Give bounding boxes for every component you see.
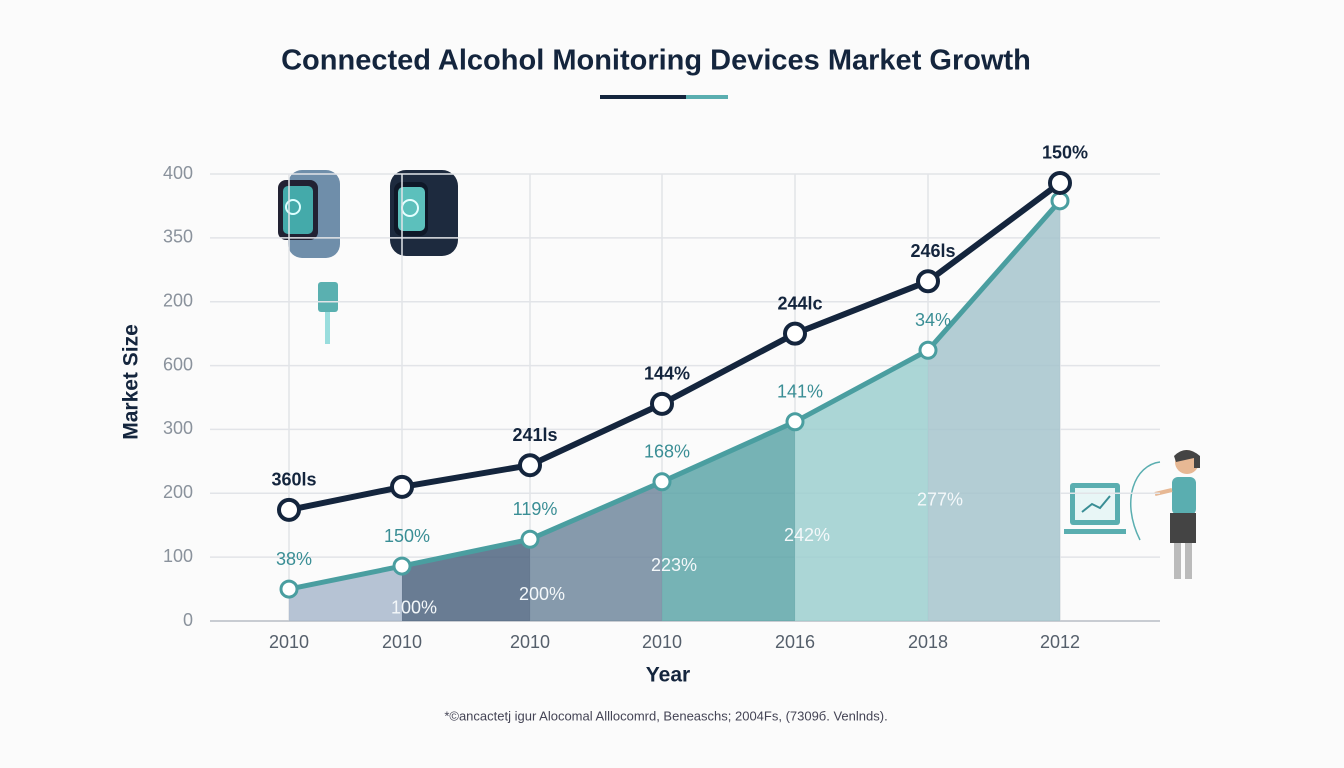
x-tick-label: 2016	[775, 632, 815, 652]
x-tick-label: 2012	[1040, 632, 1080, 652]
data-point	[783, 321, 807, 346]
y-tick-label: 400	[163, 163, 193, 183]
point-label: 38%	[276, 549, 312, 569]
y-tick-label: 600	[163, 354, 193, 374]
data-point	[518, 453, 542, 478]
point-label: 168%	[644, 442, 690, 462]
data-point	[918, 340, 938, 360]
y-tick-label: 300	[163, 418, 193, 438]
x-tick-label: 2010	[382, 632, 422, 652]
area-label: 223%	[651, 555, 697, 575]
point-label: 150%	[1042, 143, 1088, 163]
data-point	[520, 529, 540, 549]
y-tick-label: 100	[163, 546, 193, 566]
x-axis-label: Year	[646, 664, 690, 687]
area-label: 100%	[391, 597, 437, 617]
point-label: 241ls	[512, 425, 557, 445]
x-tick-label: 2010	[269, 632, 309, 652]
y-tick-label: 200	[163, 290, 193, 310]
data-point	[650, 391, 674, 416]
point-label: 144%	[644, 364, 690, 384]
data-point	[392, 556, 412, 576]
area-label: 200%	[519, 584, 565, 604]
area-label: 277%	[917, 489, 963, 509]
x-tick-label: 2018	[908, 632, 948, 652]
area-segment	[795, 350, 928, 621]
y-tick-label: 350	[163, 227, 193, 247]
point-label: 244lc	[777, 293, 822, 313]
area-segment	[662, 421, 795, 621]
data-point	[1048, 170, 1072, 195]
area-segment	[289, 566, 402, 621]
point-label: 141%	[777, 382, 823, 402]
point-label: 360ls	[271, 470, 316, 490]
y-tick-label: 0	[183, 610, 193, 630]
data-point	[390, 474, 414, 499]
data-point	[277, 497, 301, 522]
data-point	[652, 472, 672, 492]
x-tick-label: 2010	[642, 632, 682, 652]
area-label: 242%	[784, 525, 830, 545]
chart-title: Connected Alcohol Monitoring Devices Mar…	[281, 45, 1031, 77]
data-point	[1050, 191, 1070, 211]
data-point	[916, 269, 940, 294]
data-point	[785, 412, 805, 432]
area-segment	[928, 200, 1060, 621]
area-segment	[530, 481, 662, 621]
data-point	[279, 579, 299, 599]
point-label: 246ls	[910, 241, 955, 261]
footnote: *©ancactetj igur Alocomal Alllocomrd, Be…	[444, 708, 887, 723]
point-label: 150%	[384, 526, 430, 546]
point-label: 34%	[915, 310, 951, 330]
y-tick-label: 200	[163, 482, 193, 502]
y-axis-label: Market Size	[120, 324, 143, 440]
point-label: 119%	[513, 499, 558, 519]
x-tick-label: 2010	[510, 632, 550, 652]
